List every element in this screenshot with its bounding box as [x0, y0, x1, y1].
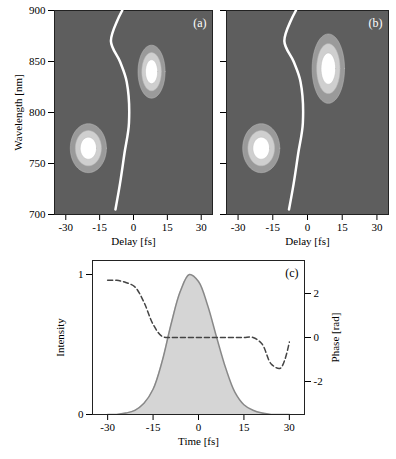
svg-text:-2: -2	[314, 375, 323, 387]
svg-text:15: 15	[162, 221, 174, 233]
svg-text:30: 30	[284, 421, 296, 433]
svg-text:Wavelength [nm]: Wavelength [nm]	[12, 74, 24, 150]
svg-text:-15: -15	[92, 221, 107, 233]
svg-text:15: 15	[337, 221, 349, 233]
svg-text:0: 0	[305, 221, 311, 233]
svg-text:Phase [rad]: Phase [rad]	[329, 313, 341, 363]
svg-text:-15: -15	[146, 421, 161, 433]
svg-text:2: 2	[314, 287, 320, 299]
svg-text:(a): (a)	[193, 16, 206, 30]
svg-text:Time [fs]: Time [fs]	[178, 435, 219, 447]
svg-text:-30: -30	[100, 421, 115, 433]
svg-text:(c): (c)	[285, 266, 298, 280]
svg-text:15: 15	[238, 421, 250, 433]
svg-text:-30: -30	[58, 221, 73, 233]
svg-text:-15: -15	[265, 221, 280, 233]
svg-text:0: 0	[314, 331, 320, 343]
svg-text:800: 800	[29, 106, 46, 118]
svg-text:700: 700	[29, 208, 46, 220]
svg-text:30: 30	[371, 221, 383, 233]
svg-text:0: 0	[196, 421, 202, 433]
svg-text:750: 750	[29, 157, 46, 169]
svg-text:1: 1	[78, 268, 84, 280]
svg-text:850: 850	[29, 55, 46, 67]
svg-text:Intensity: Intensity	[54, 318, 66, 357]
svg-text:Delay [fs]: Delay [fs]	[285, 235, 329, 247]
svg-text:-30: -30	[231, 221, 246, 233]
svg-text:0: 0	[78, 408, 84, 420]
svg-text:30: 30	[196, 221, 208, 233]
svg-text:(b): (b)	[369, 16, 383, 30]
svg-text:0: 0	[131, 221, 137, 233]
svg-text:Delay [fs]: Delay [fs]	[111, 235, 155, 247]
svg-text:900: 900	[29, 4, 46, 16]
